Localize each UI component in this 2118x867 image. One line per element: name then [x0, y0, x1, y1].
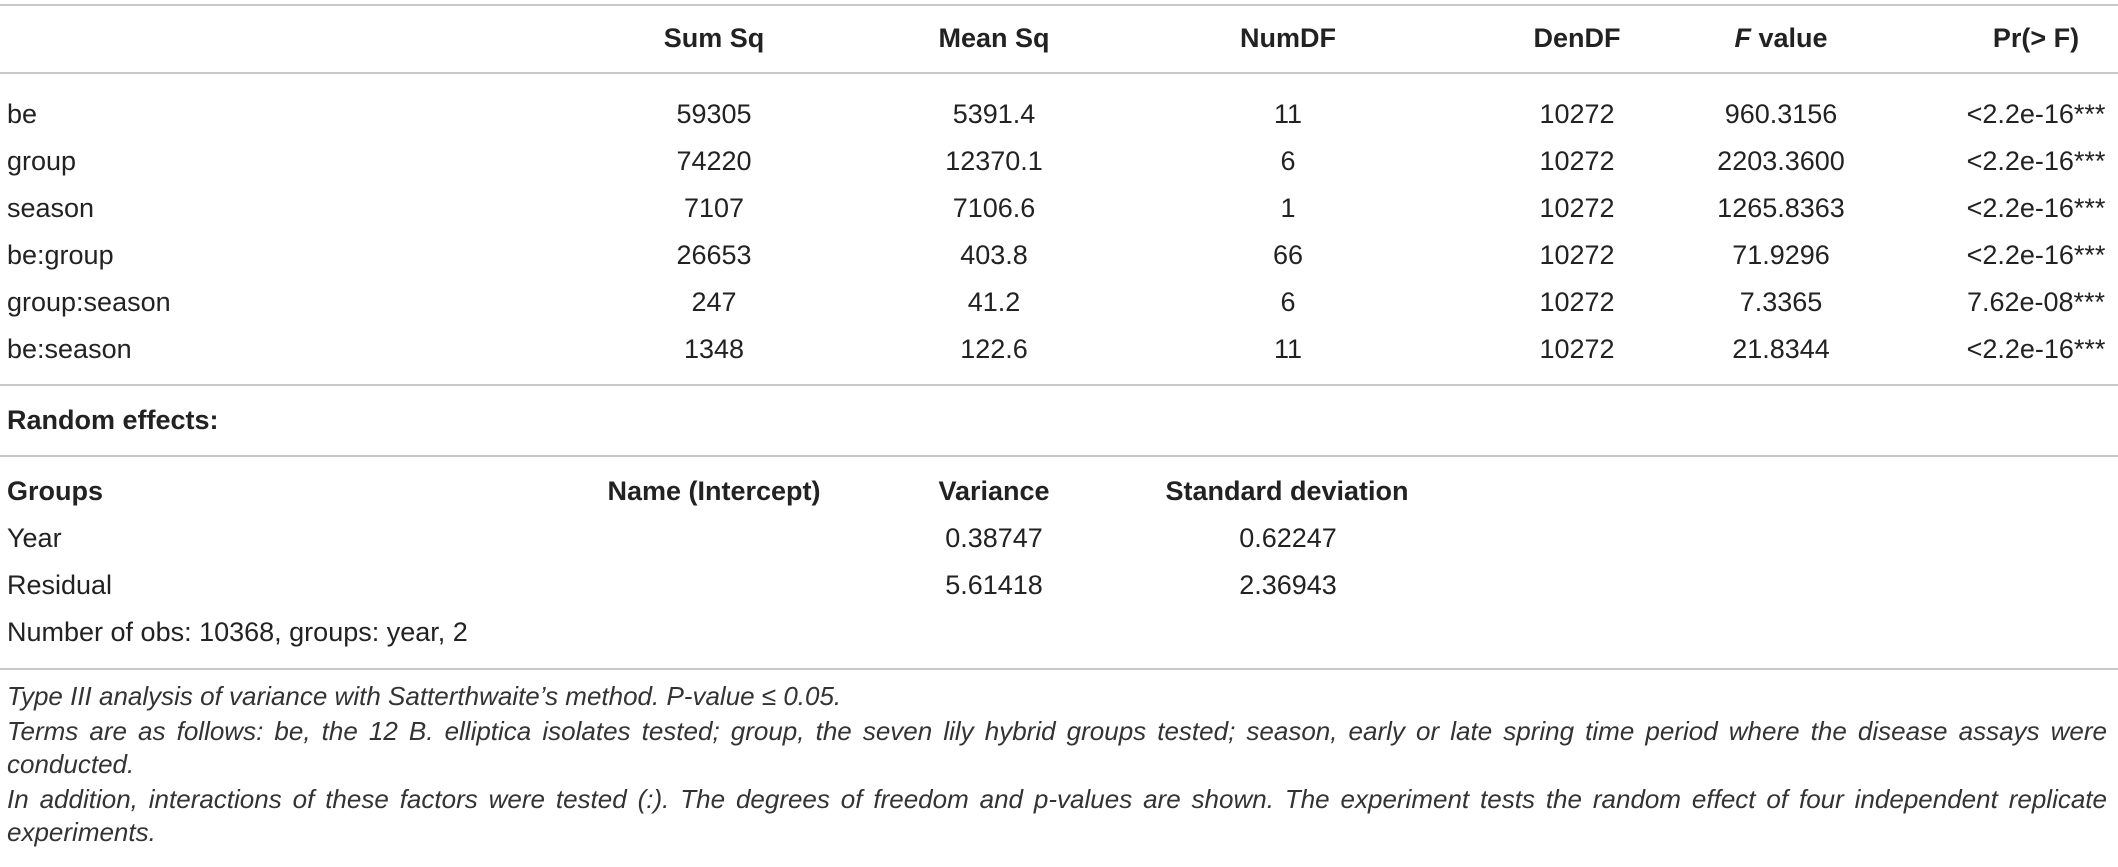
mean-sq-value: 403.8 [960, 240, 1028, 270]
col-header-p-value: Pr(> F) [1992, 23, 2080, 53]
col-header-groups: Groups [7, 476, 104, 506]
p-value: <2.2e-16*** [1966, 193, 2106, 223]
p-value: <2.2e-16*** [1966, 240, 2106, 270]
mean-sq-value: 7106.6 [952, 193, 1036, 223]
random-effects-title: Random effects: [7, 405, 219, 435]
footnote-interactions: In addition, interactions of these facto… [7, 784, 2107, 847]
col-header-f-value: F value [1734, 23, 1828, 53]
p-value: 7.62e-08*** [1966, 287, 2106, 317]
f-value: 2203.3600 [1717, 146, 1845, 176]
dendf-value: 10272 [1539, 99, 1615, 129]
anova-bottom-rule [0, 384, 2118, 386]
p-value: <2.2e-16*** [1966, 99, 2106, 129]
col-header-variance: Variance [938, 476, 1050, 506]
sum-sq-value: 247 [691, 287, 737, 317]
dendf-value: 10272 [1539, 287, 1615, 317]
variance-value: 5.61418 [945, 570, 1043, 600]
numdf-value: 6 [1280, 146, 1296, 176]
col-header-mean-sq: Mean Sq [938, 23, 1050, 53]
term-label: group [7, 146, 77, 176]
sum-sq-value: 7107 [683, 193, 745, 223]
f-value: 21.8344 [1732, 334, 1830, 364]
p-value: <2.2e-16*** [1966, 334, 2106, 364]
sum-sq-value: 59305 [676, 99, 752, 129]
term-label: be [7, 99, 38, 129]
dendf-value: 10272 [1539, 334, 1615, 364]
group-label: Residual [7, 570, 113, 600]
footnote-method: Type III analysis of variance with Satte… [7, 681, 842, 711]
sd-value: 2.36943 [1239, 570, 1337, 600]
footnote-terms: Terms are as follows: be, the 12 B. elli… [7, 716, 2107, 779]
numdf-value: 11 [1273, 99, 1303, 129]
mean-sq-value: 5391.4 [952, 99, 1036, 129]
term-label: be:season [7, 334, 132, 364]
dendf-value: 10272 [1539, 240, 1615, 270]
col-header-name-intercept: Name (Intercept) [607, 476, 821, 506]
table-bottom-rule [0, 668, 2118, 670]
col-header-dendf: DenDF [1533, 23, 1621, 53]
variance-value: 0.38747 [945, 523, 1043, 553]
sum-sq-value: 1348 [683, 334, 745, 364]
observations-note: Number of obs: 10368, groups: year, 2 [7, 617, 468, 647]
col-header-numdf: NumDF [1240, 23, 1336, 53]
term-label: be:group [7, 240, 114, 270]
numdf-value: 11 [1273, 334, 1303, 364]
f-value: 1265.8363 [1717, 193, 1845, 223]
mean-sq-value: 41.2 [967, 287, 1021, 317]
col-header-standard-deviation: Standard deviation [1165, 476, 1409, 506]
sd-value: 0.62247 [1239, 523, 1337, 553]
table-top-rule [0, 4, 2118, 6]
col-header-sum-sq: Sum Sq [663, 23, 765, 53]
numdf-value: 66 [1272, 240, 1304, 270]
group-label: Year [7, 523, 62, 553]
f-value: 71.9296 [1732, 240, 1830, 270]
mean-sq-value: 12370.1 [945, 146, 1043, 176]
sum-sq-value: 74220 [676, 146, 752, 176]
term-label: season [7, 193, 95, 223]
f-value: 960.3156 [1724, 99, 1838, 129]
header-rule [0, 72, 2118, 74]
p-value: <2.2e-16*** [1966, 146, 2106, 176]
f-value: 7.3365 [1739, 287, 1823, 317]
numdf-value: 6 [1280, 287, 1296, 317]
numdf-value: 1 [1280, 193, 1296, 223]
random-title-rule [0, 455, 2118, 457]
term-label: group:season [7, 287, 171, 317]
sum-sq-value: 26653 [676, 240, 752, 270]
dendf-value: 10272 [1539, 146, 1615, 176]
dendf-value: 10272 [1539, 193, 1615, 223]
mean-sq-value: 122.6 [960, 334, 1028, 364]
